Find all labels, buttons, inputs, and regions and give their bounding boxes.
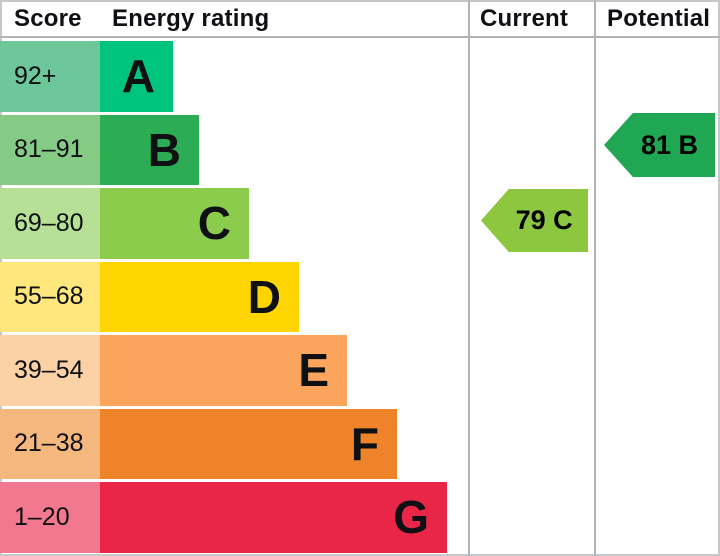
band-letter-e: E [298,344,329,397]
current-column-divider [468,0,470,556]
header-divider [0,36,720,38]
band-bar-c: C [100,188,249,259]
band-letter-a: A [121,50,155,103]
band-bar-e: E [100,335,347,406]
score-range-g: 1–20 [0,482,100,553]
band-row-a: 92+ A [0,41,720,112]
band-row-c: 69–80 C [0,188,720,259]
band-row-b: 81–91 B [0,114,720,185]
band-bar-g: G [100,482,447,553]
band-row-d: 55–68 D [0,261,720,332]
score-range-b: 81–91 [0,114,100,185]
score-range-e: 39–54 [0,335,100,406]
potential-rating-label: 81 B [640,129,698,160]
band-bar-d: D [100,261,299,332]
band-row-f: 21–38 F [0,408,720,479]
band-row-g: 1–20 G [0,482,720,553]
band-bar-b: B [100,114,199,185]
band-letter-b: B [147,123,181,176]
band-letter-g: G [393,491,429,544]
energy-rating-column-header: Energy rating [112,4,270,32]
band-letter-c: C [197,197,231,250]
current-column-header: Current [480,4,569,32]
score-range-d: 55–68 [0,261,100,332]
score-column-header: Score [14,4,82,32]
band-row-e: 39–54 E [0,335,720,406]
band-bar-f: F [100,408,397,479]
score-range-a: 92+ [0,41,100,112]
score-range-c: 69–80 [0,188,100,259]
score-range-f: 21–38 [0,408,100,479]
potential-column-divider [594,0,596,556]
potential-column-header: Potential [607,4,711,32]
band-bar-a: A [100,41,173,112]
band-letter-f: F [350,417,379,470]
band-letter-d: D [247,270,281,323]
current-rating-label: 79 C [515,205,573,235]
